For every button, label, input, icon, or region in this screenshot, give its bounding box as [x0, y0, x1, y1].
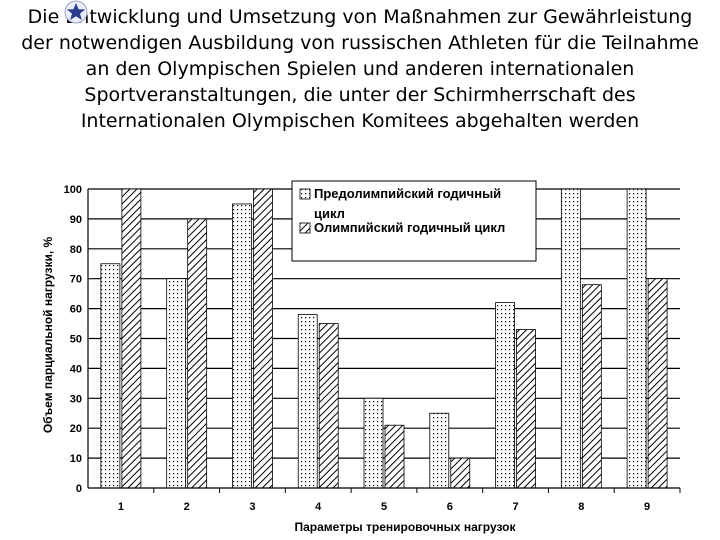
bar-preolympic-1	[100, 263, 121, 489]
x-tick-label: 2	[184, 501, 190, 513]
bar-preolympic-3	[232, 203, 252, 489]
y-tick-label: 20	[70, 423, 82, 435]
bar-olympic-5	[384, 424, 405, 489]
legend-label-olympic: Олимпийский годичный цикл	[314, 220, 505, 235]
y-tick-label: 30	[70, 393, 82, 405]
legend-swatch-olympic	[299, 222, 311, 234]
bar-olympic-6	[450, 457, 471, 489]
legend-box	[291, 180, 537, 262]
tick-labels: 0 10 20 30 40 50 60 70 80 90 100 1 2 3 4 5 6 7 8 9	[64, 184, 651, 513]
bar-preolympic-4	[297, 314, 318, 489]
bar-olympic-3	[253, 188, 273, 489]
slide-title: Die Entwicklung und Umsetzung von Maßnah…	[21, 6, 699, 132]
legend: Предолимпийский годичный цикл Олимпийски…	[291, 180, 537, 262]
y-tick-label: 0	[76, 483, 82, 495]
star-icon	[64, 0, 88, 24]
y-tick-label: 10	[70, 453, 82, 465]
legend-swatch-preolympic	[299, 188, 311, 200]
x-tick-label: 5	[381, 501, 387, 513]
x-tick-label: 9	[644, 501, 650, 513]
bar-preolympic-8	[560, 188, 581, 489]
x-tick-label: 1	[118, 501, 124, 513]
x-tick-label: 6	[447, 501, 453, 513]
y-tick-label: 50	[70, 334, 82, 346]
bar-olympic-8	[581, 284, 602, 489]
bar-preolympic-7	[495, 302, 515, 489]
y-tick-label: 90	[70, 214, 82, 226]
y-tick-label: 40	[70, 363, 82, 375]
x-tick-label: 4	[315, 501, 322, 513]
y-tick-label: 100	[64, 184, 82, 196]
y-tick-label: 80	[70, 244, 82, 256]
bar-olympic-2	[187, 218, 208, 489]
bar-preolympic-6	[429, 412, 450, 489]
bar-preolympic-9	[626, 188, 647, 489]
y-tick-label: 60	[70, 304, 82, 316]
bars	[100, 188, 668, 489]
bar-preolympic-5	[363, 397, 384, 489]
x-tick-label: 7	[512, 501, 518, 513]
y-tick-label: 70	[70, 274, 82, 286]
x-tick-label: 3	[249, 501, 255, 513]
bar-preolympic-2	[166, 278, 187, 489]
legend-label-preolympic-cont: цикл	[314, 206, 345, 221]
legend-label-preolympic: Предолимпийский годичный	[314, 186, 501, 201]
x-axis-label: Параметры тренировочных нагрузок	[295, 520, 517, 534]
axes	[87, 189, 681, 493]
bar-olympic-9	[647, 278, 668, 489]
x-tick-label: 8	[578, 501, 584, 513]
y-axis-label: Объем парциальной нагрузки, %	[41, 237, 55, 434]
bar-olympic-1	[121, 188, 142, 489]
bar-olympic-7	[516, 329, 536, 489]
bar-olympic-4	[318, 323, 339, 489]
